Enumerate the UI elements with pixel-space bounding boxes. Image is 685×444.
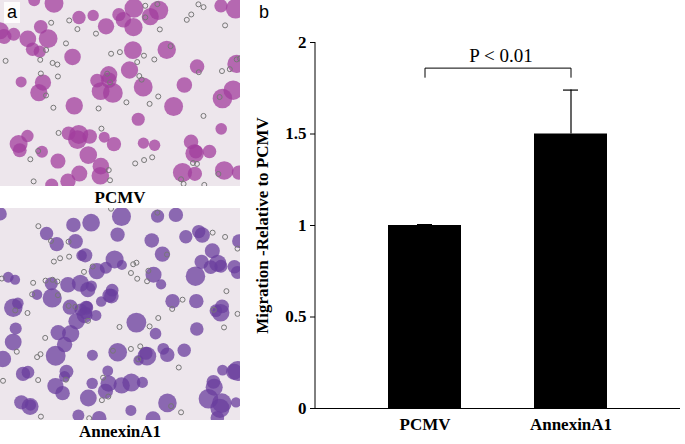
svg-text:0.5: 0.5 <box>285 307 306 326</box>
html-text:a: a <box>7 2 17 22</box>
svg-text:Migration -Relative to PCMV: Migration -Relative to PCMV <box>253 116 272 333</box>
svg-text:2: 2 <box>298 33 307 52</box>
html-text:b: b <box>259 2 269 22</box>
svg-text:1.5: 1.5 <box>285 124 306 143</box>
svg-text:1: 1 <box>298 216 307 235</box>
svg-text:AnnexinA1: AnnexinA1 <box>530 415 612 434</box>
html-text:AnnexinA1: AnnexinA1 <box>78 422 162 441</box>
html-text:PCMV: PCMV <box>94 188 146 207</box>
svg-text:PCMV: PCMV <box>400 415 452 434</box>
svg-text:0: 0 <box>298 399 307 418</box>
svg-text:P < 0.01: P < 0.01 <box>469 45 532 66</box>
